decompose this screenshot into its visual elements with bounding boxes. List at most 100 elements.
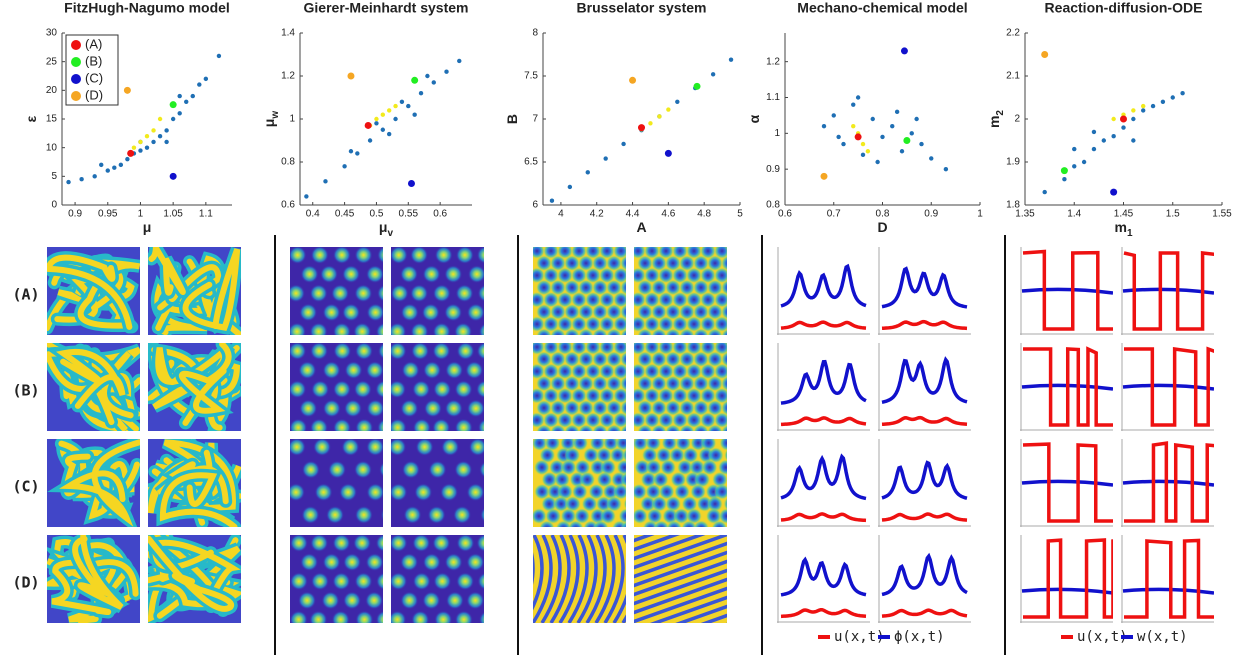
x-tick-label: 0.8	[876, 209, 890, 220]
spot	[499, 342, 517, 360]
hole	[618, 508, 626, 525]
hole	[686, 363, 702, 380]
spot	[512, 438, 530, 456]
y-tick-label: 1.1	[766, 92, 780, 103]
spot	[391, 247, 408, 264]
legend-label: w(x,t)	[1137, 629, 1188, 645]
chart-title: FitzHugh-Nagumo model	[64, 0, 230, 16]
core-point	[138, 139, 143, 145]
y-tick-label: 0.8	[281, 157, 295, 168]
pattern-panel	[391, 439, 484, 527]
hole	[599, 291, 615, 308]
pattern-panel	[47, 343, 140, 431]
spot	[432, 418, 451, 431]
hole	[550, 328, 566, 335]
x-tick-label: 0.95	[98, 209, 118, 220]
spot	[410, 322, 429, 335]
spot	[400, 553, 419, 572]
hole	[536, 328, 552, 335]
hole	[533, 363, 545, 380]
spot	[339, 483, 358, 502]
hole	[564, 351, 580, 368]
curve-w	[1122, 479, 1214, 487]
cloud-point	[728, 57, 734, 62]
spot	[400, 591, 419, 610]
hole	[639, 495, 656, 512]
hole	[714, 363, 727, 380]
legend-label: u(x,t)	[1077, 629, 1128, 645]
hole	[721, 255, 727, 271]
cloud-point	[177, 111, 182, 116]
hole	[693, 424, 709, 431]
spot	[354, 247, 373, 264]
hole	[694, 471, 711, 488]
hole	[557, 363, 573, 380]
highlight-point	[169, 172, 177, 180]
hole	[599, 363, 615, 380]
hole	[550, 303, 566, 320]
cloud-point	[431, 80, 436, 85]
stripe	[488, 535, 506, 623]
hole	[606, 328, 622, 335]
spot	[301, 505, 320, 524]
spot	[299, 303, 318, 322]
hole	[578, 375, 594, 392]
hole	[726, 477, 727, 482]
hole	[686, 267, 702, 284]
curve-u	[881, 608, 968, 618]
spot	[454, 380, 473, 399]
spot	[415, 439, 434, 456]
spot	[391, 610, 407, 623]
hole	[741, 520, 757, 536]
pattern-panel	[47, 247, 140, 335]
stripe	[603, 535, 625, 623]
x-tick-label: 0.6	[778, 209, 792, 220]
spot	[366, 483, 383, 502]
cloud-point	[355, 151, 360, 156]
hole	[564, 495, 581, 512]
hole	[543, 267, 559, 284]
spot	[376, 572, 383, 591]
spot	[454, 418, 473, 431]
spot	[379, 462, 383, 478]
hole	[536, 303, 552, 320]
spot	[366, 265, 383, 284]
spot	[476, 247, 484, 264]
spot	[365, 361, 383, 380]
cloud-point	[138, 148, 143, 153]
cloud-point	[567, 184, 573, 190]
spot	[465, 361, 484, 380]
hole	[707, 399, 723, 416]
hole	[672, 363, 688, 380]
cloud-point	[1072, 146, 1077, 152]
y-axis-label-sub: 2	[995, 110, 1006, 116]
stripe	[576, 535, 598, 623]
hole	[651, 399, 667, 416]
y-tick-label: 0.9	[766, 164, 780, 175]
spot	[401, 361, 420, 380]
spot	[432, 322, 451, 335]
spot	[512, 265, 530, 283]
curve-u	[1123, 346, 1214, 427]
curve-u	[1022, 346, 1113, 427]
curve-u	[881, 512, 968, 522]
curve-w	[1021, 287, 1113, 295]
hole	[689, 459, 706, 476]
highlight-point	[900, 47, 908, 55]
hole	[700, 267, 716, 284]
hole	[670, 471, 687, 488]
curve-phi	[780, 556, 867, 597]
hole	[620, 471, 626, 488]
spot	[342, 265, 361, 284]
hole	[536, 279, 552, 296]
hole	[669, 447, 686, 464]
hole	[533, 316, 545, 333]
spot	[401, 460, 420, 479]
hole	[644, 412, 660, 429]
spot	[468, 439, 484, 456]
hole	[533, 291, 545, 308]
hole	[585, 387, 601, 404]
x-axis-label-main: A	[636, 219, 646, 235]
hole	[707, 424, 723, 431]
spot	[290, 439, 306, 456]
